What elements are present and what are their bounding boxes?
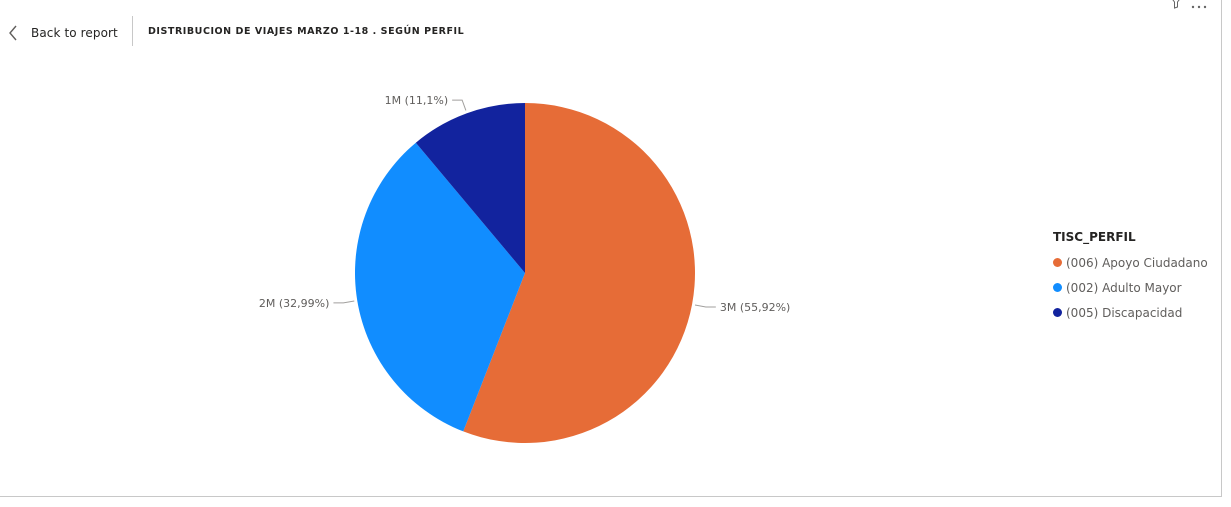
header-divider — [132, 16, 133, 46]
data-label-adulto-mayor: 2M (32,99%) — [259, 297, 330, 310]
more-options-icon[interactable] — [1191, 0, 1207, 13]
legend-marker — [1053, 283, 1062, 292]
chart-title: DISTRIBUCION DE VIAJES MARZO 1-18 . SEGÚ… — [148, 26, 465, 37]
legend-item-adulto-mayor[interactable]: (002) Adulto Mayor — [1053, 275, 1223, 300]
legend-label: (002) Adulto Mayor — [1066, 280, 1182, 295]
back-to-report-button[interactable]: Back to report — [8, 20, 118, 46]
visual-header-icons — [1169, 0, 1207, 13]
chart-focus-frame: Back to report DISTRIBUCION DE VIAJES MA… — [0, 0, 1222, 497]
pie-slice-adulto-mayor[interactable] — [354, 142, 525, 432]
pie-slice-discapacidad[interactable] — [415, 103, 525, 273]
data-label-apoyo-ciudadano: 3M (55,92%) — [720, 301, 791, 314]
legend-marker — [1053, 258, 1062, 267]
legend-title: TISC_PERFIL — [1053, 230, 1136, 244]
back-to-report-label: Back to report — [31, 26, 118, 40]
pie-chart: 3M (55,92%) 2M (32,99%) 1M (11,1%) — [259, 94, 791, 443]
legend-marker — [1053, 308, 1062, 317]
legend-item-discapacidad[interactable]: (005) Discapacidad — [1053, 300, 1223, 325]
legend-label: (006) Apoyo Ciudadano — [1066, 255, 1208, 270]
data-label-leader-line — [452, 99, 467, 111]
chevron-left-icon — [8, 25, 18, 41]
legend: TISC_PERFIL (006) Apoyo Ciudadano (002) … — [1053, 230, 1223, 325]
legend-label: (005) Discapacidad — [1066, 305, 1183, 320]
legend-item-apoyo-ciudadano[interactable]: (006) Apoyo Ciudadano — [1053, 250, 1223, 275]
data-label-leader-line — [333, 300, 355, 304]
pie-slice-apoyo-ciudadano[interactable] — [463, 103, 696, 443]
data-label-leader-line — [694, 304, 716, 308]
filter-icon[interactable] — [1169, 0, 1183, 13]
data-label-discapacidad: 1M (11,1%) — [385, 94, 449, 107]
